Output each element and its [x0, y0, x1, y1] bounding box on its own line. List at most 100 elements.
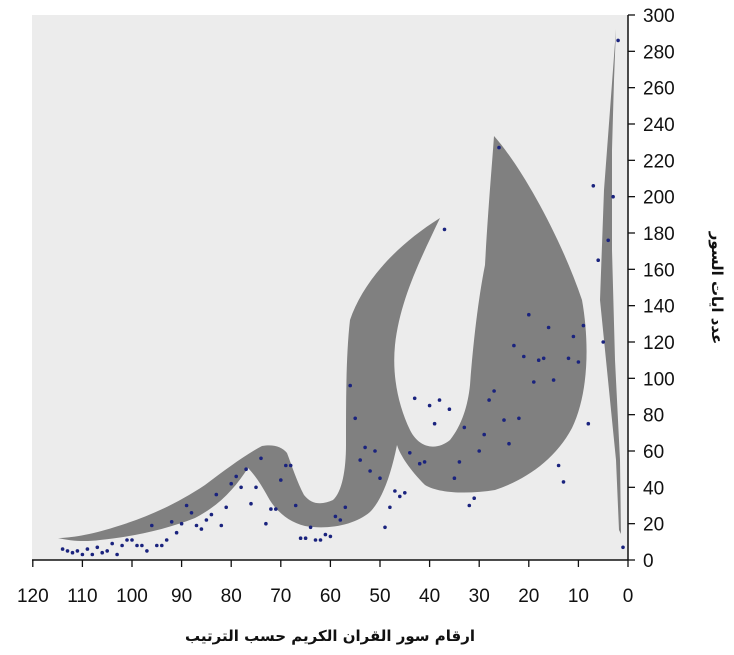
- data-point: [120, 543, 124, 548]
- data-point: [541, 356, 546, 361]
- data-point: [199, 527, 204, 531]
- data-point: [517, 416, 521, 421]
- data-point: [288, 463, 293, 468]
- data-point: [432, 421, 437, 426]
- x-axis-ticks: 120 110 100 90 80 70 60 50 40 30 20 10 0: [17, 560, 633, 607]
- data-point: [566, 356, 571, 361]
- data-point: [224, 505, 228, 510]
- data-point: [616, 38, 620, 43]
- y-tick-label: 80: [643, 406, 664, 427]
- data-point: [249, 501, 253, 506]
- data-point: [457, 460, 462, 464]
- data-point: [412, 396, 417, 401]
- data-point: [472, 496, 477, 501]
- data-point: [229, 481, 233, 486]
- data-point: [591, 184, 596, 188]
- data-point: [467, 503, 472, 508]
- data-point: [546, 325, 551, 330]
- data-point: [60, 547, 65, 551]
- data-point: [65, 549, 70, 553]
- x-tick-label: 50: [369, 586, 390, 607]
- data-point: [408, 451, 412, 455]
- data-point: [130, 538, 134, 542]
- x-tick-label: 70: [270, 586, 291, 607]
- scatter-markers: [60, 38, 625, 557]
- data-point: [189, 511, 194, 515]
- data-point: [269, 507, 273, 511]
- data-point: [323, 532, 328, 537]
- data-point: [145, 549, 149, 553]
- y-tick-label: 200: [643, 188, 675, 209]
- x-tick-label: 60: [320, 586, 341, 607]
- data-point: [174, 530, 179, 535]
- data-point: [95, 545, 100, 550]
- data-point: [378, 476, 382, 481]
- data-point: [556, 463, 561, 468]
- data-point: [581, 323, 586, 328]
- data-point: [536, 358, 541, 363]
- y-tick-label: 20: [643, 515, 664, 536]
- data-point: [388, 505, 392, 510]
- data-point: [383, 525, 387, 530]
- data-point: [150, 523, 154, 528]
- data-point: [303, 536, 308, 540]
- x-tick-label: 10: [568, 586, 589, 607]
- data-point: [284, 463, 288, 468]
- data-point: [343, 505, 348, 510]
- data-point: [358, 458, 363, 462]
- data-point: [551, 378, 556, 382]
- x-tick-label: 20: [518, 586, 539, 607]
- y-tick-label: 280: [643, 42, 675, 63]
- data-point: [417, 461, 422, 466]
- data-point: [353, 416, 358, 421]
- x-tick-label: 80: [221, 586, 242, 607]
- x-tick-label: 100: [116, 586, 148, 607]
- data-point: [204, 518, 209, 522]
- y-tick-label: 60: [643, 442, 664, 463]
- y-axis-ticks: 0 20 40 60 80 100 120 140 160 180 200 220 240 260 280 3…: [628, 6, 675, 572]
- data-point: [274, 507, 278, 511]
- y-tick-label: 160: [643, 260, 675, 281]
- data-point: [125, 538, 129, 542]
- data-point: [313, 538, 318, 542]
- x-tick-label: 30: [469, 586, 490, 607]
- y-tick-label: 40: [643, 478, 664, 499]
- data-point: [363, 445, 367, 450]
- data-point: [512, 343, 516, 348]
- data-point: [621, 545, 625, 550]
- data-point: [160, 543, 164, 548]
- data-point: [606, 238, 610, 243]
- data-point: [70, 550, 75, 555]
- data-point: [214, 492, 219, 497]
- data-point: [532, 380, 536, 384]
- data-point: [522, 354, 526, 359]
- data-point: [75, 549, 80, 553]
- data-point: [571, 334, 576, 339]
- data-point: [447, 407, 452, 412]
- data-point: [373, 449, 377, 453]
- data-point: [308, 525, 313, 530]
- data-point: [100, 550, 104, 555]
- data-point: [155, 543, 159, 548]
- data-point: [442, 227, 447, 232]
- data-point: [487, 398, 491, 402]
- data-point: [318, 538, 323, 542]
- x-tick-label: 110: [67, 586, 97, 607]
- data-point: [293, 503, 298, 508]
- data-point: [596, 258, 600, 263]
- data-point: [338, 518, 343, 522]
- data-point: [462, 425, 467, 430]
- data-point: [422, 460, 427, 464]
- data-point: [298, 536, 303, 540]
- x-tick-label: 120: [17, 586, 49, 607]
- data-point: [140, 543, 144, 548]
- y-tick-label: 180: [643, 224, 675, 245]
- data-point: [497, 145, 501, 150]
- data-point: [477, 449, 482, 453]
- data-point: [85, 547, 90, 551]
- allah-calligraphy-fill: [58, 136, 587, 542]
- data-point: [601, 340, 605, 344]
- data-point: [328, 534, 333, 539]
- data-point: [368, 469, 372, 473]
